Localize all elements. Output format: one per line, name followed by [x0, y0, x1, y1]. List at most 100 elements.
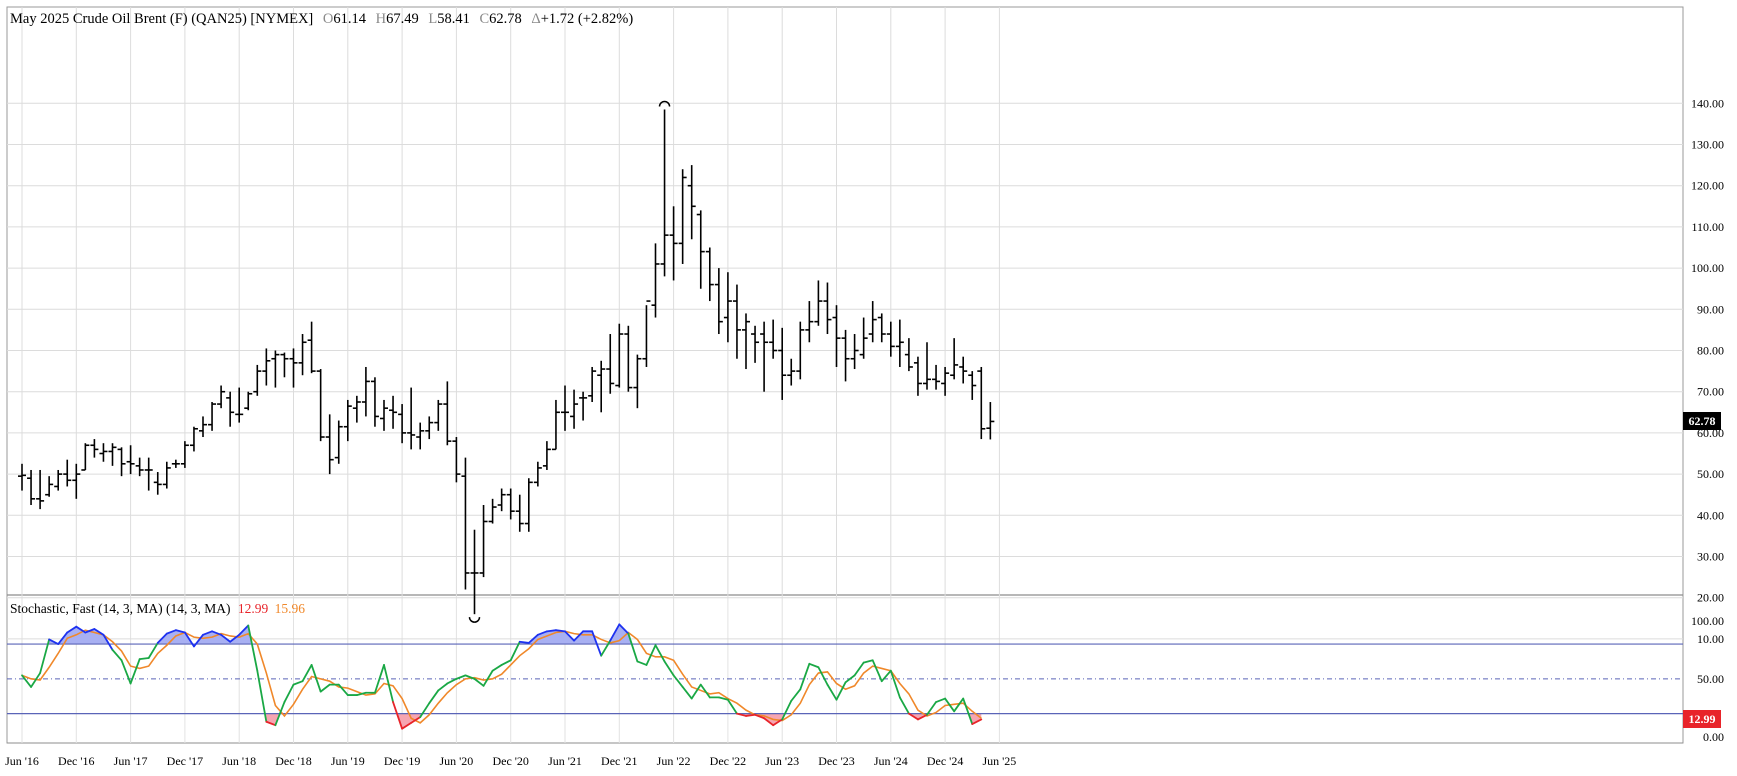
stochastic-k-segment	[39, 638, 51, 674]
stochastic-d-value: 15.96	[274, 601, 305, 616]
stochastic-k-segment	[21, 674, 32, 688]
time-tick-label: Jun '19	[331, 754, 365, 768]
stochastic-k-segment	[654, 644, 666, 663]
stochastic-k-segment	[736, 712, 747, 717]
time-tick-label: Jun '21	[548, 754, 582, 768]
stochastic-k-segment	[781, 699, 793, 721]
stochastic-k-segment	[392, 701, 404, 730]
stochastic-k-segment	[48, 638, 60, 645]
price-tick-label: 120.00	[1691, 179, 1724, 193]
stochastic-label: Stochastic, Fast (14, 3, MA) (14, 3, MA)	[10, 601, 231, 616]
stochastic-k-segment	[591, 630, 603, 657]
price-tick-label: 90.00	[1697, 302, 1724, 316]
stochastic-k-segment	[500, 659, 512, 666]
last-stochastic-tag: 12.99	[1683, 710, 1721, 729]
price-tick-label: 20.00	[1697, 591, 1724, 605]
stochastic-legend: Stochastic, Fast (14, 3, MA) (14, 3, MA)…	[10, 601, 305, 617]
extreme-markers	[468, 100, 671, 623]
time-tick-label: Dec '23	[818, 754, 854, 768]
stochastic-k-segment	[555, 629, 566, 633]
open-value: 61.14	[333, 11, 366, 27]
overbought-fill	[518, 630, 597, 645]
stochastic-k-segment	[310, 664, 322, 693]
stochastic-k-segment	[355, 691, 367, 696]
price-tick-label: 10.00	[1697, 632, 1724, 646]
close-value: 62.78	[489, 11, 522, 27]
stochastic-k-segment	[663, 660, 675, 677]
stochastic-k-segment	[880, 669, 892, 683]
stochastic-k-segment	[491, 664, 503, 672]
stochastic-k-segment	[962, 697, 974, 725]
time-tick-label: Jun '16	[5, 754, 39, 768]
time-tick-label: Dec '18	[275, 754, 311, 768]
stochastic-k-segment	[57, 631, 69, 645]
time-tick-label: Jun '22	[657, 754, 691, 768]
stochastic-k-segment	[790, 688, 802, 702]
change-value: +1.72 (+2.82%)	[540, 11, 634, 27]
stochastic-k-segment	[229, 633, 241, 643]
close-key: C	[479, 11, 490, 27]
low-key: L	[428, 11, 438, 27]
stochastic-k-segment	[211, 630, 223, 636]
stochastic-tick-label: 0.00	[1703, 730, 1724, 744]
stochastic-k-segment	[518, 640, 530, 644]
stochastic-k-segment	[256, 669, 268, 723]
overbought-fill	[608, 624, 632, 645]
stochastic-k-segment	[102, 633, 114, 651]
stochastic-k-segment	[935, 697, 946, 703]
time-tick-label: Dec '16	[58, 754, 94, 768]
stochastic-k-segment	[464, 674, 476, 680]
time-tick-label: Jun '24	[874, 754, 908, 768]
stochastic-k-segment	[428, 689, 440, 705]
price-tick-label: 70.00	[1697, 385, 1724, 399]
stochastic-k-segment	[301, 664, 313, 683]
stochastic-k-segment	[165, 629, 177, 635]
stochastic-k-segment	[808, 662, 820, 669]
price-tick-label: 30.00	[1697, 550, 1724, 564]
stochastic-k-segment	[93, 628, 105, 636]
stochastic-k-segment	[862, 659, 874, 664]
stochastic-k-segment	[437, 682, 449, 692]
stochastic-k-segment	[636, 660, 648, 666]
price-axis-labels: 10.0020.0030.0040.0050.0060.0070.0080.00…	[1691, 96, 1724, 646]
low-value: 58.41	[437, 11, 470, 27]
time-tick-label: Dec '24	[927, 754, 963, 768]
stochastic-k-segment	[220, 633, 232, 643]
stochastic-k-segment	[844, 674, 856, 684]
stochastic-k-segment	[564, 630, 575, 642]
stochastic-k-segment	[645, 644, 657, 666]
stochastic-k-segment	[727, 698, 738, 715]
oversold-fill	[908, 713, 928, 720]
stochastic-k-segment	[699, 683, 711, 699]
symbol-title: May 2025 Crude Oil Brent (F) (QAN25) [NY…	[10, 11, 314, 27]
stochastic-k-segment	[319, 683, 331, 693]
price-tick-label: 40.00	[1697, 508, 1724, 522]
stochastic-tick-label: 100.00	[1691, 614, 1724, 628]
price-gridlines	[7, 102, 1683, 640]
stochastic-axis-labels: 0.00 50.00 100.00	[1691, 614, 1724, 744]
stochastic-k-segment	[681, 686, 693, 700]
time-tick-label: Dec '17	[167, 754, 203, 768]
stochastic-k-segment	[826, 683, 838, 701]
high-key: H	[375, 11, 387, 27]
price-tick-label: 110.00	[1691, 220, 1724, 234]
stochastic-k-segment	[609, 623, 621, 642]
stochastic-k-segment	[898, 696, 910, 715]
stochastic-k-segment	[690, 683, 702, 700]
stochastic-k-segment	[745, 713, 756, 717]
stochastic-k-segment	[75, 625, 87, 634]
stochastic-k-segment	[871, 659, 883, 683]
stochastic-k-segment	[536, 630, 548, 636]
stochastic-k-segment	[129, 658, 141, 685]
stochastic-k-segment	[482, 669, 494, 687]
chart-frame	[6, 6, 1684, 744]
stochastic-k-value: 12.99	[237, 601, 269, 616]
stochastic-k-segment	[971, 718, 983, 725]
stochastic-k-segment	[799, 662, 811, 691]
time-axis-labels: Jun '16 Dec '16 Jun '17 Dec '17 Jun '18 Dec '…	[5, 754, 1016, 768]
stochastic-k-segment	[156, 632, 168, 644]
time-tick-label: Jun '17	[114, 754, 148, 768]
stochastic-k-segment	[754, 713, 765, 720]
stochastic-k-segment	[419, 702, 431, 718]
high-marker-arc	[658, 100, 671, 107]
